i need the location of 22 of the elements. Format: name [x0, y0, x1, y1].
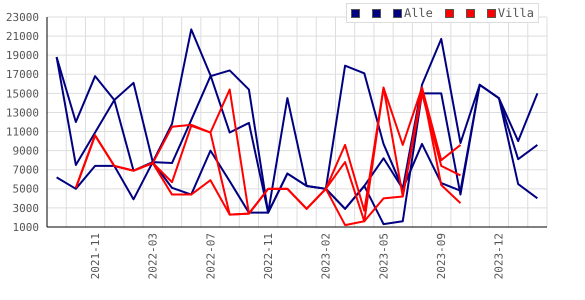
y-tick-label: 1000	[12, 220, 39, 234]
x-tick-label: 2023-09	[435, 233, 448, 280]
x-tick-label: 2022-11	[262, 233, 275, 280]
y-tick-label: 7000	[12, 164, 39, 177]
y-tick-label: 11000	[6, 125, 39, 138]
x-tick-label: 2022-03	[146, 233, 160, 280]
x-tick-label: 2022-07	[204, 233, 218, 280]
x-tick-label: 2023-12	[492, 233, 506, 280]
y-tick-label: 21000	[6, 30, 39, 43]
legend-label: Alle	[404, 6, 433, 20]
x-tick-label: 2023-02	[320, 233, 333, 280]
y-tick-label: 19000	[6, 49, 39, 62]
x-tick-label: 2021-11	[88, 233, 102, 280]
y-tick-label: 15000	[6, 87, 39, 100]
y-tick-label: 23000	[6, 10, 39, 24]
y-tick-label: 5000	[12, 182, 39, 196]
y-tick-label: 9000	[12, 144, 39, 158]
legend-label: Villa	[498, 6, 534, 20]
x-tick-label: 2023-05	[377, 233, 390, 280]
y-tick-label: 3000	[12, 202, 39, 215]
y-tick-label: 13000	[6, 106, 39, 120]
y-tick-label: 17000	[6, 68, 39, 82]
